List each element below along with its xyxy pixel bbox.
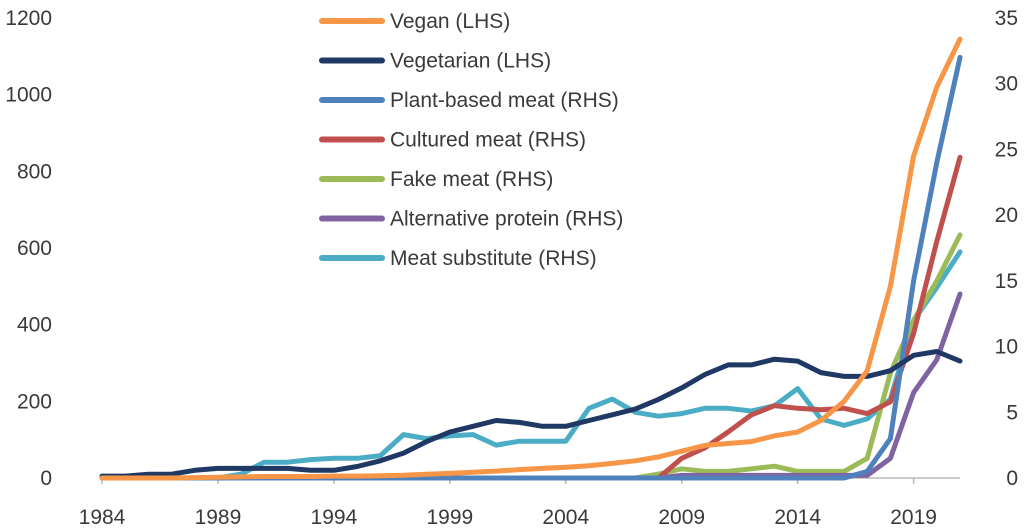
series-lines xyxy=(99,36,963,481)
y-right-tick-label: 10 xyxy=(995,336,1018,359)
legend-label: Plant-based meat (RHS) xyxy=(390,89,619,112)
legend-label: Meat substitute (RHS) xyxy=(390,247,597,270)
x-tick-label: 1989 xyxy=(195,506,242,529)
legend-label: Vegan (LHS) xyxy=(390,10,510,33)
series-line-cultured-meat-rhs xyxy=(99,154,963,481)
y-right-tick-label: 30 xyxy=(995,73,1018,96)
series-line-vegetarian-lhs xyxy=(99,349,963,479)
y-left-tick-label: 1000 xyxy=(5,84,52,107)
chart-legend: Vegan (LHS) Vegetarian (LHS) Plant-based m… xyxy=(319,10,623,270)
chart-axes: 1984 1989 1994 1999 2004 2009 2014 201902004006… xyxy=(5,7,1018,529)
y-right-tick-label: 35 xyxy=(995,7,1018,30)
legend-label: Alternative protein (RHS) xyxy=(390,208,623,231)
y-right-tick-label: 0 xyxy=(1006,467,1018,490)
y-right-tick-label: 15 xyxy=(995,270,1018,293)
legend-label: Fake meat (RHS) xyxy=(390,168,553,191)
y-left-tick-label: 600 xyxy=(17,237,52,260)
x-tick-label: 2009 xyxy=(658,506,705,529)
x-tick-label: 1994 xyxy=(311,506,358,529)
series-line-vegan-lhs xyxy=(99,36,963,481)
x-tick-label: 2004 xyxy=(542,506,589,529)
x-tick-label: 1999 xyxy=(426,506,473,529)
x-tick-label: 2014 xyxy=(774,506,821,529)
y-right-tick-label: 20 xyxy=(995,204,1018,227)
y-left-tick-label: 800 xyxy=(17,160,52,183)
y-left-tick-label: 200 xyxy=(17,390,52,413)
legend-label: Cultured meat (RHS) xyxy=(390,129,586,152)
y-left-tick-label: 0 xyxy=(40,467,52,490)
y-left-tick-label: 1200 xyxy=(5,7,52,30)
y-left-tick-label: 400 xyxy=(17,314,52,337)
series-line-alternative-protein-rhs xyxy=(99,291,963,481)
series-line-meat-substitute-rhs xyxy=(99,249,963,481)
y-right-tick-label: 25 xyxy=(995,138,1018,161)
legend-label: Vegetarian (LHS) xyxy=(390,50,551,73)
y-right-tick-label: 5 xyxy=(1006,401,1018,424)
x-tick-label: 2019 xyxy=(890,506,937,529)
x-tick-label: 1984 xyxy=(79,506,126,529)
